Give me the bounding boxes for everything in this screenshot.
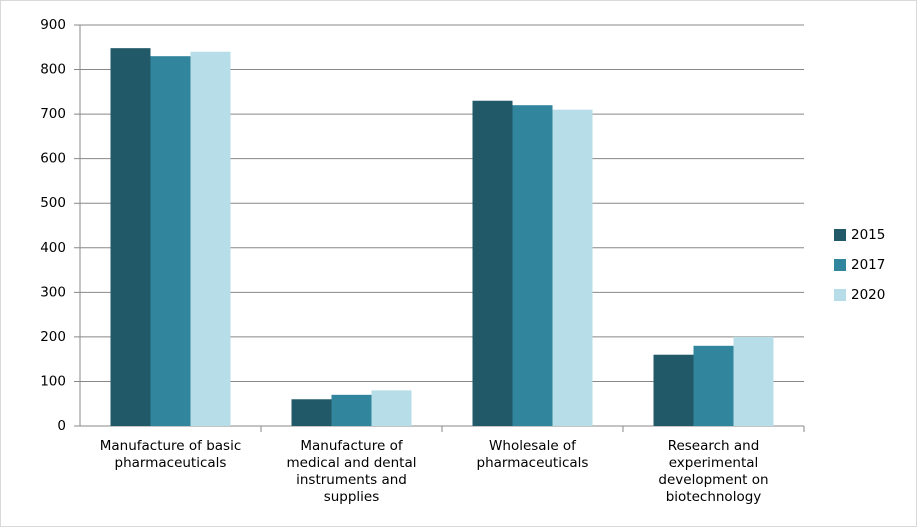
bar	[150, 56, 191, 426]
bar	[552, 109, 593, 427]
y-tick-label: 400	[40, 240, 66, 256]
y-tick-label: 900	[40, 17, 66, 33]
bar	[693, 345, 734, 426]
legend-swatch	[834, 259, 846, 271]
bar	[653, 354, 694, 426]
y-tick-label: 200	[40, 329, 66, 345]
bar	[331, 394, 372, 426]
bar	[371, 390, 412, 426]
y-tick-label: 700	[40, 106, 66, 122]
bar	[472, 100, 513, 426]
bar	[512, 105, 553, 426]
x-tick-label: Research and experimental development on bi…	[658, 438, 768, 505]
bar	[733, 336, 774, 426]
legend-swatch	[834, 229, 846, 241]
bar	[291, 399, 332, 426]
x-tick-label: Manufacture of medical and dental instrume…	[287, 438, 417, 505]
x-tick-label: Wholesale of pharmaceuticals	[477, 438, 589, 471]
y-tick-label: 100	[40, 373, 66, 389]
legend-label: 2020	[851, 287, 885, 303]
y-tick-label: 800	[40, 62, 66, 78]
x-tick-label: Manufacture of basic pharmaceuticals	[100, 438, 242, 471]
bar	[110, 48, 151, 427]
y-tick-label: 0	[57, 418, 66, 434]
legend-swatch	[834, 289, 846, 301]
legend-label: 2017	[851, 257, 885, 273]
y-tick-label: 600	[40, 151, 66, 167]
y-tick-label: 500	[40, 195, 66, 211]
bar	[190, 51, 231, 426]
y-tick-label: 300	[40, 284, 66, 300]
legend-label: 2015	[851, 227, 885, 243]
